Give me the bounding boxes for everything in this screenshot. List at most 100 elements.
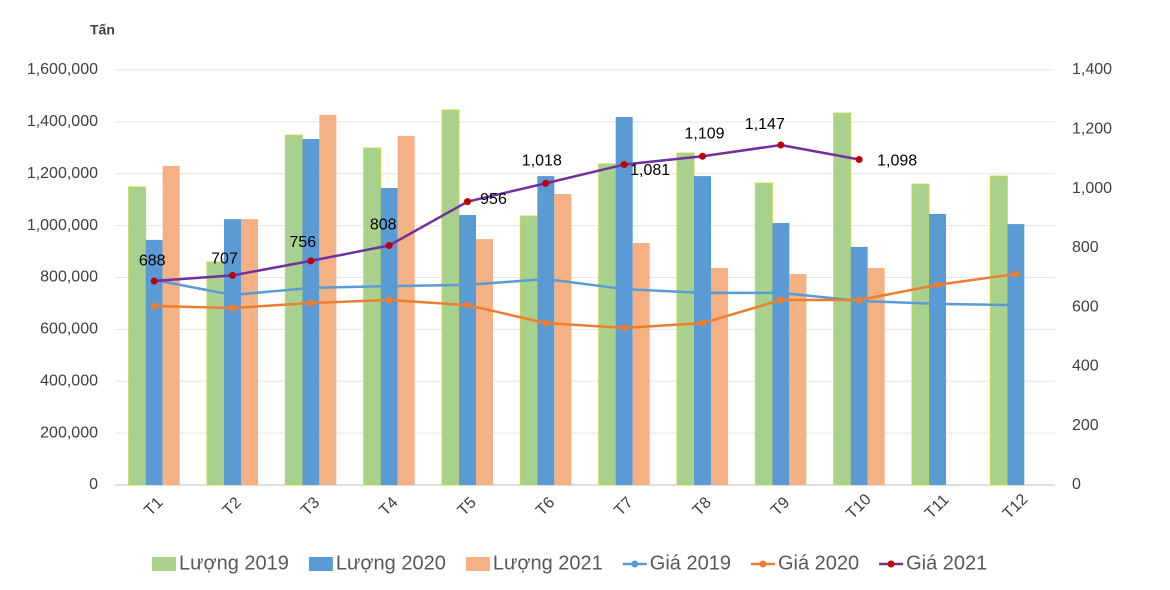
- bar: [989, 175, 1008, 486]
- point: [699, 152, 706, 160]
- bar: [772, 223, 790, 485]
- bar: [537, 176, 555, 485]
- point: [464, 198, 471, 206]
- legend-swatch: [631, 560, 639, 568]
- data-label: 1,147: [745, 116, 785, 133]
- point: [777, 289, 785, 297]
- bar: [519, 215, 538, 486]
- data-label: 1,109: [684, 125, 724, 142]
- bar: [711, 267, 728, 485]
- point: [777, 296, 785, 304]
- bar: [929, 213, 946, 485]
- point: [385, 282, 393, 290]
- x-tick-label: T6: [533, 494, 558, 519]
- point: [934, 300, 941, 308]
- point: [1012, 301, 1020, 309]
- bar: [206, 261, 225, 486]
- data-label: 956: [480, 191, 507, 208]
- y-tick-label: 1,200,000: [27, 165, 98, 182]
- bar: [476, 239, 493, 485]
- y-tick-label: 0: [89, 476, 98, 493]
- bar: [441, 109, 460, 486]
- point: [229, 271, 236, 279]
- legend-swatch: [308, 557, 333, 571]
- point: [699, 289, 706, 297]
- bar: [380, 188, 398, 485]
- data-label: 1,081: [630, 162, 670, 179]
- y-tick-label: 1,000,000: [27, 217, 98, 234]
- point: [150, 302, 158, 310]
- bar: [676, 152, 695, 486]
- bar: [789, 274, 807, 485]
- bar: [754, 182, 773, 486]
- x-tick-label: T2: [220, 494, 245, 519]
- x-tick-label: T11: [922, 491, 953, 522]
- bar: [598, 163, 617, 486]
- legend-label: Giá 2021: [906, 552, 987, 574]
- legend-swatch: [759, 560, 767, 568]
- point: [464, 301, 471, 309]
- x-tick-label: T7: [611, 494, 636, 519]
- bar: [241, 219, 258, 485]
- data-label: 756: [289, 234, 316, 251]
- legend-label: Giá 2019: [650, 552, 731, 574]
- point: [385, 241, 393, 249]
- x-tick-label: T8: [690, 494, 715, 519]
- data-label: 1,098: [877, 153, 917, 170]
- y2-tick-label: 1,400: [1072, 61, 1112, 78]
- bar: [867, 267, 885, 485]
- bar: [162, 165, 180, 485]
- bar: [615, 116, 633, 486]
- bar: [911, 183, 930, 486]
- bar: [302, 138, 320, 485]
- x-tick-label: T9: [768, 494, 793, 519]
- point: [699, 319, 706, 327]
- point: [385, 296, 393, 304]
- bar: [632, 243, 650, 485]
- bar: [459, 214, 476, 485]
- point: [934, 281, 941, 289]
- point: [542, 179, 550, 187]
- y2-tick-label: 200: [1072, 417, 1099, 434]
- y-axis-label: Tấn: [90, 22, 115, 38]
- point: [150, 277, 158, 285]
- point: [307, 299, 315, 307]
- y2-tick-label: 0: [1072, 476, 1081, 493]
- y-tick-label: 600,000: [40, 321, 98, 338]
- point: [855, 156, 863, 164]
- line: [154, 272, 1017, 330]
- y-tick-label: 800,000: [40, 269, 98, 286]
- y2-tick-label: 800: [1072, 239, 1099, 256]
- x-tick-label: T3: [298, 494, 323, 519]
- bar: [284, 134, 303, 486]
- legend-label: Lượng 2019: [179, 552, 289, 574]
- y2-tick-label: 1,200: [1072, 121, 1112, 138]
- point: [620, 285, 628, 293]
- bar: [319, 114, 337, 485]
- bar: [224, 219, 241, 485]
- bar: [397, 135, 415, 485]
- point: [229, 304, 236, 312]
- y2-tick-label: 400: [1072, 358, 1099, 375]
- x-tick-label: T4: [376, 494, 401, 519]
- legend-label: Lượng 2020: [336, 552, 446, 574]
- data-label: 1,018: [522, 152, 562, 169]
- point: [620, 161, 628, 169]
- y-tick-label: 400,000: [40, 372, 98, 389]
- y-tick-label: 1,600,000: [27, 61, 98, 78]
- x-tick-label: T10: [843, 491, 875, 523]
- legend-swatch: [152, 557, 176, 571]
- line: [154, 143, 860, 283]
- point: [542, 319, 550, 327]
- bar: [363, 147, 382, 486]
- y-tick-label: 200,000: [40, 424, 98, 441]
- point: [1012, 270, 1020, 278]
- y-tick-label: 1,400,000: [27, 113, 98, 130]
- legend-label: Lượng 2021: [493, 552, 603, 574]
- bar: [554, 193, 572, 485]
- bar: [128, 186, 147, 486]
- data-label: 707: [211, 251, 238, 268]
- bar: [145, 239, 163, 485]
- point: [777, 141, 785, 149]
